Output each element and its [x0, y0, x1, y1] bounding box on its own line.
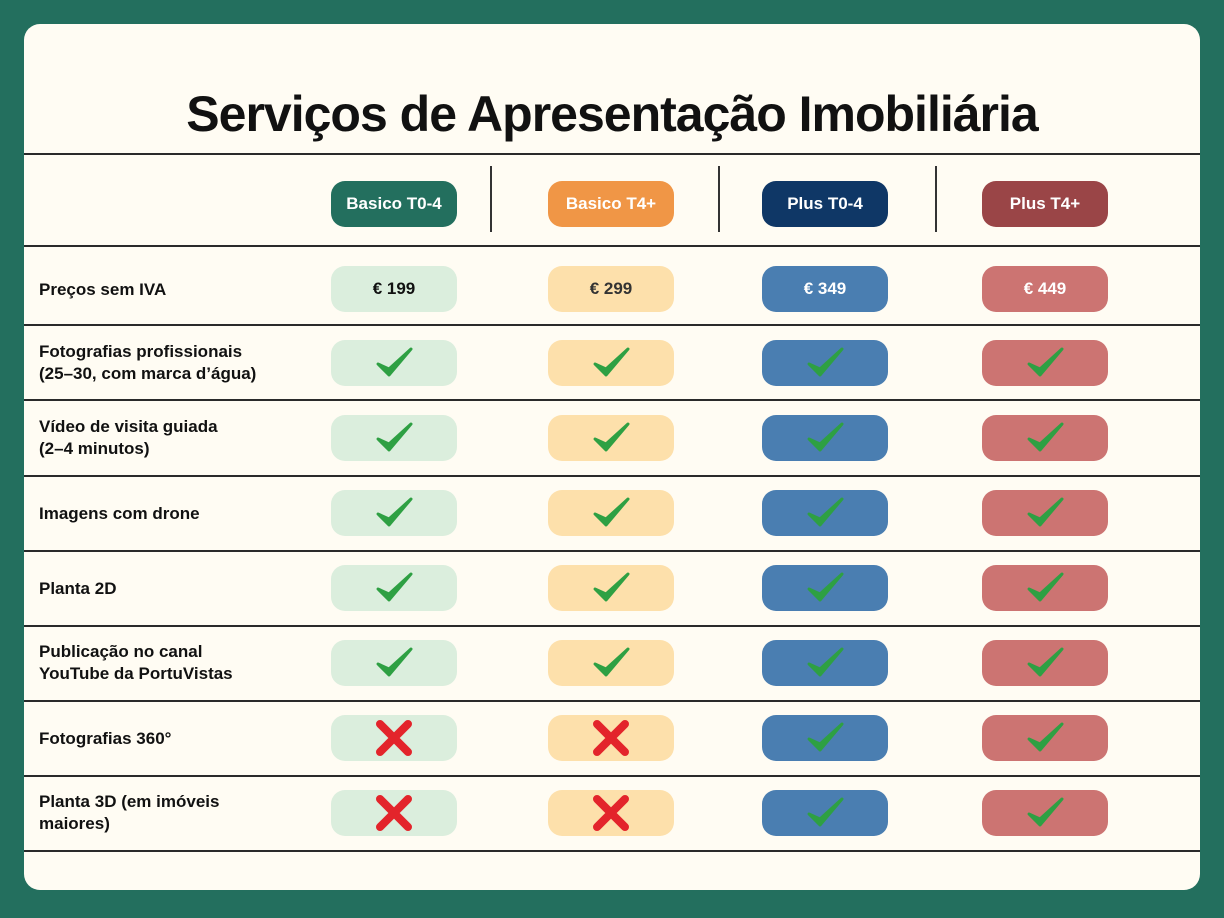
- feature-cell: [762, 565, 888, 611]
- check-icon: [803, 716, 847, 760]
- cross-icon: [372, 791, 416, 835]
- price-cell-2: € 349: [762, 266, 888, 312]
- row-divider: [24, 324, 1200, 326]
- cross-icon: [589, 791, 633, 835]
- feature-cell: [762, 790, 888, 836]
- row-label-line: (25–30, com marca d’água): [39, 364, 257, 383]
- row-divider: [24, 700, 1200, 702]
- check-icon: [803, 641, 847, 685]
- check-icon: [803, 416, 847, 460]
- feature-cell: [762, 640, 888, 686]
- feature-cell: [548, 490, 674, 536]
- check-icon: [1023, 341, 1067, 385]
- feature-cell: [548, 565, 674, 611]
- feature-cell: [331, 715, 457, 761]
- check-icon: [803, 566, 847, 610]
- row-label-feature-4: Publicação no canal YouTube da PortuVista…: [39, 641, 233, 685]
- plan-header-1: Basico T4+: [548, 181, 674, 227]
- row-label-line: maiores): [39, 814, 110, 833]
- check-icon: [589, 341, 633, 385]
- row-divider: [24, 475, 1200, 477]
- check-icon: [589, 491, 633, 535]
- feature-cell: [982, 640, 1108, 686]
- row-divider: [24, 625, 1200, 627]
- check-icon: [589, 641, 633, 685]
- check-icon: [1023, 416, 1067, 460]
- feature-cell: [331, 790, 457, 836]
- check-icon: [1023, 641, 1067, 685]
- row-label-feature-1: Vídeo de visita guiada (2–4 minutos): [39, 416, 218, 460]
- feature-cell: [762, 415, 888, 461]
- feature-cell: [331, 565, 457, 611]
- feature-cell: [982, 415, 1108, 461]
- feature-cell: [331, 415, 457, 461]
- check-icon: [1023, 491, 1067, 535]
- feature-cell: [762, 490, 888, 536]
- row-label-line: Planta 2D: [39, 579, 117, 598]
- row-divider: [24, 775, 1200, 777]
- feature-cell: [548, 715, 674, 761]
- check-icon: [803, 491, 847, 535]
- feature-cell: [982, 715, 1108, 761]
- header-divider: [718, 166, 720, 232]
- row-divider: [24, 399, 1200, 401]
- check-icon: [803, 791, 847, 835]
- row-divider: [24, 850, 1200, 852]
- cross-icon: [589, 716, 633, 760]
- check-icon: [372, 491, 416, 535]
- price-cell-3: € 449: [982, 266, 1108, 312]
- feature-cell: [982, 490, 1108, 536]
- pricing-card: Serviços de Apresentação Imobiliária Bas…: [24, 24, 1200, 890]
- feature-cell: [982, 340, 1108, 386]
- row-label-feature-3: Planta 2D: [39, 578, 116, 600]
- price-cell-0: € 199: [331, 266, 457, 312]
- header-divider: [935, 166, 937, 232]
- check-icon: [372, 641, 416, 685]
- row-label-feature-2: Imagens com drone: [39, 503, 200, 525]
- row-label-feature-0: Fotografias profissionais (25–30, com mar…: [39, 341, 256, 385]
- feature-cell: [548, 790, 674, 836]
- row-label-price: Preços sem IVA: [39, 280, 167, 299]
- row-label-line: (2–4 minutos): [39, 439, 150, 458]
- feature-cell: [982, 565, 1108, 611]
- check-icon: [589, 566, 633, 610]
- row-label-line: Fotografias 360°: [39, 729, 172, 748]
- row-label-feature-5: Fotografias 360°: [39, 728, 171, 750]
- row-label-line: Fotografias profissionais: [39, 342, 243, 361]
- row-divider: [24, 153, 1200, 155]
- row-label-line: YouTube da PortuVistas: [39, 664, 233, 683]
- check-icon: [372, 566, 416, 610]
- row-label-feature-6: Planta 3D (em imóveis maiores): [39, 791, 219, 835]
- row-label-line: Publicação no canal: [39, 642, 203, 661]
- feature-cell: [548, 340, 674, 386]
- header-divider: [490, 166, 492, 232]
- feature-cell: [331, 640, 457, 686]
- check-icon: [1023, 791, 1067, 835]
- row-divider: [24, 245, 1200, 247]
- feature-cell: [548, 640, 674, 686]
- cross-icon: [372, 716, 416, 760]
- plan-header-3: Plus T4+: [982, 181, 1108, 227]
- row-label-line: Vídeo de visita guiada: [39, 417, 218, 436]
- plan-header-0: Basico T0-4: [331, 181, 457, 227]
- page-title: Serviços de Apresentação Imobiliária: [186, 86, 1038, 142]
- feature-cell: [548, 415, 674, 461]
- feature-cell: [762, 715, 888, 761]
- plan-header-2: Plus T0-4: [762, 181, 888, 227]
- feature-cell: [762, 340, 888, 386]
- check-icon: [589, 416, 633, 460]
- price-cell-1: € 299: [548, 266, 674, 312]
- check-icon: [372, 341, 416, 385]
- row-label-line: Planta 3D (em imóveis: [39, 792, 220, 811]
- feature-cell: [982, 790, 1108, 836]
- check-icon: [372, 416, 416, 460]
- row-divider: [24, 550, 1200, 552]
- check-icon: [803, 341, 847, 385]
- check-icon: [1023, 716, 1067, 760]
- row-label-line: Imagens com drone: [39, 504, 200, 523]
- check-icon: [1023, 566, 1067, 610]
- feature-cell: [331, 490, 457, 536]
- feature-cell: [331, 340, 457, 386]
